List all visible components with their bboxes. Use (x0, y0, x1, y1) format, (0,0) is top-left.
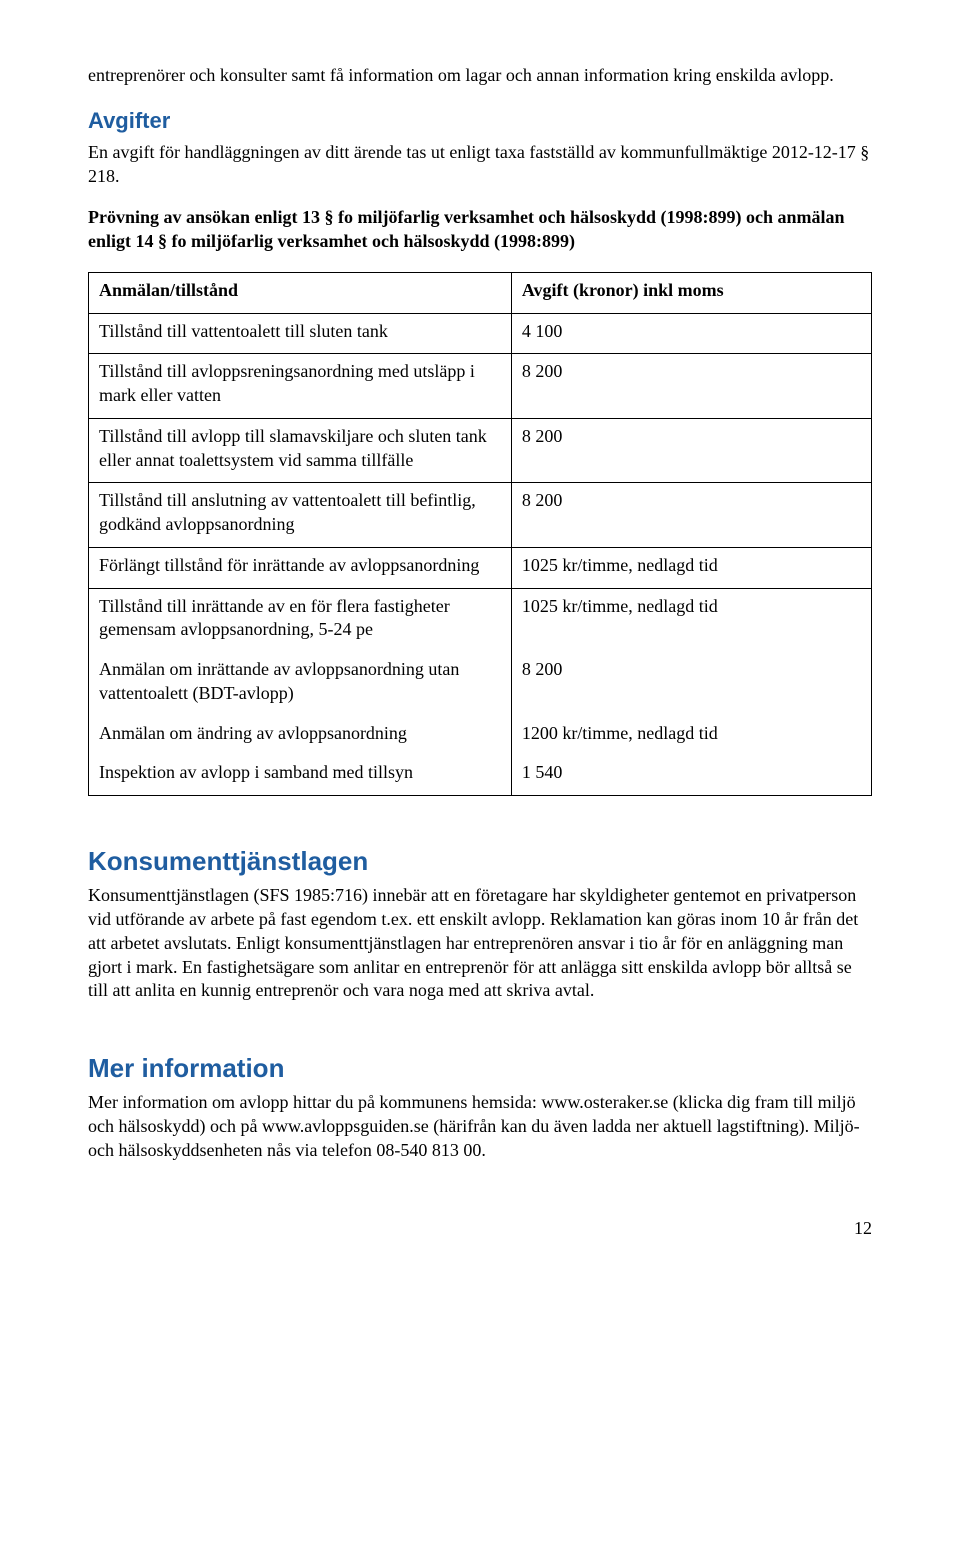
table-cell-left: Tillstånd till inrättande av en för fler… (89, 588, 512, 652)
table-row: Tillstånd till inrättande av en för fler… (89, 588, 872, 652)
table-row: Tillstånd till avlopp till slamavskiljar… (89, 418, 872, 483)
table-header-right: Avgift (kronor) inkl moms (511, 272, 871, 313)
table-header-left: Anmälan/tillstånd (89, 272, 512, 313)
table-row: Tillstånd till vattentoalett till sluten… (89, 313, 872, 354)
table-cell-right: 8 200 (511, 483, 871, 548)
section-title-konsument: Konsumenttjänstlagen (88, 844, 872, 878)
table-cell-right: 1200 kr/timme, nedlagd tid (511, 716, 871, 756)
table-cell-right: 1025 kr/timme, nedlagd tid (511, 588, 871, 652)
section-title-avgifter: Avgifter (88, 106, 872, 135)
page-number: 12 (88, 1217, 872, 1241)
fees-table: Anmälan/tillstånd Avgift (kronor) inkl m… (88, 272, 872, 796)
table-cell-right: 8 200 (511, 652, 871, 716)
konsument-body: Konsumenttjänstlagen (SFS 1985:716) inne… (88, 884, 872, 1003)
avgifter-body: En avgift för handläggningen av ditt äre… (88, 141, 872, 189)
table-cell-right: 8 200 (511, 418, 871, 483)
table-cell-left: Tillstånd till vattentoalett till sluten… (89, 313, 512, 354)
table-cell-left: Inspektion av avlopp i samband med tills… (89, 755, 512, 795)
table-row: Tillstånd till avloppsreningsanordning m… (89, 354, 872, 419)
intro-paragraph: entreprenörer och konsulter samt få info… (88, 64, 872, 88)
table-cell-left: Tillstånd till avloppsreningsanordning m… (89, 354, 512, 419)
table-row: Förlängt tillstånd för inrättande av avl… (89, 547, 872, 588)
table-row: Inspektion av avlopp i samband med tills… (89, 755, 872, 795)
table-cell-left: Tillstånd till avlopp till slamavskiljar… (89, 418, 512, 483)
table-cell-right: 4 100 (511, 313, 871, 354)
table-header-row: Anmälan/tillstånd Avgift (kronor) inkl m… (89, 272, 872, 313)
table-cell-right: 1025 kr/timme, nedlagd tid (511, 547, 871, 588)
table-cell-left: Anmälan om ändring av avloppsanordning (89, 716, 512, 756)
table-row: Anmälan om inrättande av avloppsanordnin… (89, 652, 872, 716)
table-row: Anmälan om ändring av avloppsanordning12… (89, 716, 872, 756)
table-cell-right: 8 200 (511, 354, 871, 419)
table-cell-left: Förlängt tillstånd för inrättande av avl… (89, 547, 512, 588)
table-cell-left: Tillstånd till anslutning av vattentoale… (89, 483, 512, 548)
provning-heading: Prövning av ansökan enligt 13 § fo miljö… (88, 206, 872, 254)
table-row: Tillstånd till anslutning av vattentoale… (89, 483, 872, 548)
section-title-mer: Mer information (88, 1051, 872, 1085)
table-cell-left: Anmälan om inrättande av avloppsanordnin… (89, 652, 512, 716)
table-cell-right: 1 540 (511, 755, 871, 795)
mer-body: Mer information om avlopp hittar du på k… (88, 1091, 872, 1162)
